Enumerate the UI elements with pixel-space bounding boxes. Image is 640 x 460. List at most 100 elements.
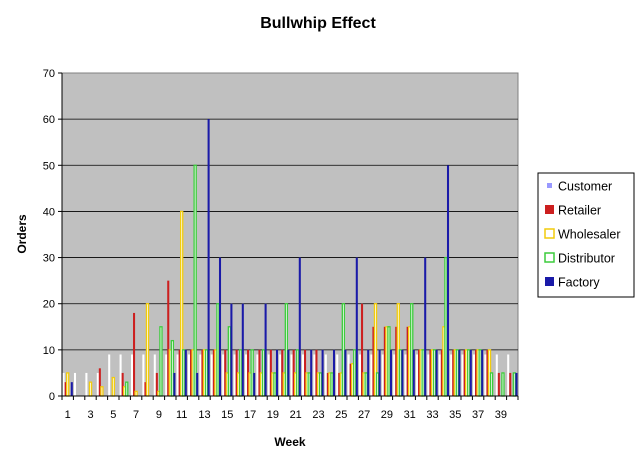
bar-customer-week-34 [438, 354, 441, 396]
bar-distributor-week-25 [341, 303, 346, 397]
bar-retailer-week-34 [440, 349, 443, 396]
bar-customer-week-40 [507, 354, 510, 396]
x-tick-label: 17 [244, 409, 256, 421]
bar-retailer-week-32 [418, 349, 421, 396]
bar-customer-week-29 [381, 354, 384, 396]
bar-distributor-week-31 [410, 303, 414, 397]
bar-factory-week-11 [184, 349, 187, 396]
bar-factory-week-16 [241, 303, 244, 396]
bar-distributor-week-19 [273, 372, 277, 397]
bar-retailer-week-35 [452, 349, 455, 396]
bar-wholesaler-week-3 [88, 381, 93, 397]
bar-retailer-week-10 [167, 280, 170, 396]
legend-swatch-factory [545, 277, 554, 286]
bar-distributor-week-34 [444, 256, 448, 397]
y-tick-label: 50 [43, 160, 55, 172]
bar-customer-week-11 [176, 354, 179, 396]
bar-retailer-week-11 [178, 349, 181, 396]
legend-swatch-wholesaler [544, 228, 555, 239]
x-tick-label: 21 [290, 409, 302, 421]
bar-retailer-week-17 [247, 349, 250, 396]
chart-title: Bullwhip Effect [260, 15, 376, 32]
bar-customer-week-19 [267, 354, 270, 396]
bar-wholesaler-week-1 [66, 372, 70, 397]
bar-customer-week-22 [301, 354, 305, 396]
x-tick-labels: 1 3 5 7 9 11 13 15 17 19 21 23 25 27 29 31 33 35 37 39 [61, 396, 519, 421]
bar-factory-week-35 [458, 349, 461, 396]
y-tick-label: 70 [43, 68, 55, 80]
bar-distributor-week-32 [421, 349, 425, 397]
bar-retailer-week-18 [258, 349, 261, 396]
bar-wholesaler-week-5 [111, 376, 115, 397]
bar-distributor-week-40 [512, 372, 517, 397]
x-tick-label: 35 [449, 409, 461, 421]
bar-customer-week-17 [244, 354, 248, 396]
bar-customer-week-30 [393, 354, 396, 396]
bar-customer-week-26 [347, 354, 350, 396]
bar-wholesaler-week-8 [145, 303, 150, 397]
bar-factory-week-15 [230, 303, 233, 396]
x-tick-label: 13 [198, 409, 210, 421]
x-tick-label: 11 [176, 409, 187, 421]
bar-factory-week-32 [424, 257, 427, 396]
bar-customer-week-23 [313, 354, 316, 396]
x-tick-label: 7 [133, 409, 139, 421]
bar-factory-week-34 [446, 165, 450, 396]
legend-swatch-retailer [545, 205, 554, 214]
bar-retailer-week-6 [121, 372, 124, 396]
plot-area [61, 72, 519, 397]
bar-factory-week-14 [218, 257, 222, 396]
bar-retailer-week-8 [144, 382, 147, 396]
bar-retailer-week-20 [281, 349, 284, 396]
x-tick-label: 3 [87, 409, 93, 421]
bar-customer-week-5 [108, 354, 111, 396]
bar-distributor-week-24 [330, 372, 334, 397]
bar-factory-week-12 [196, 372, 199, 396]
bar-retailer-week-15 [224, 349, 227, 396]
bar-distributor-week-22 [307, 372, 311, 397]
bar-retailer-week-1 [64, 382, 67, 396]
bar-distributor-week-39 [501, 372, 505, 397]
bar-retailer-week-4 [98, 368, 101, 396]
bar-group [62, 119, 518, 397]
bar-distributor-week-36 [467, 349, 471, 397]
bar-retailer-week-38 [486, 349, 489, 396]
bar-retailer-week-13 [201, 349, 204, 396]
bar-customer-week-24 [324, 354, 327, 396]
legend-swatch-distributor [544, 252, 555, 263]
bar-customer-week-32 [415, 354, 419, 396]
legend: Customer Retailer Wholesaler Distributor Fac… [537, 172, 635, 298]
bar-factory-week-23 [321, 349, 324, 396]
bar-customer-week-31 [404, 354, 407, 396]
bar-retailer-week-26 [349, 363, 352, 396]
bar-factory-week-20 [287, 349, 290, 396]
legend-swatch-customer [547, 183, 552, 188]
bar-retailer-week-29 [383, 326, 386, 396]
bar-customer-week-7 [130, 354, 134, 396]
bar-factory-week-40 [515, 372, 518, 396]
x-axis-title: Week [274, 435, 305, 449]
bar-distributor-week-6 [125, 381, 129, 397]
bar-customer-week-28 [370, 354, 373, 396]
bar-customer-week-14 [210, 354, 213, 396]
bar-wholesaler-week-7 [134, 390, 138, 397]
bar-factory-week-17 [253, 372, 256, 396]
x-tick-label: 29 [381, 409, 393, 421]
legend-label-wholesaler: Wholesaler [558, 228, 621, 242]
bar-factory-week-10 [173, 372, 176, 396]
bar-customer-week-1 [62, 372, 65, 396]
bar-distributor-week-18 [261, 349, 266, 397]
bar-factory-week-33 [435, 349, 438, 396]
bar-factory-week-19 [275, 349, 279, 396]
bar-distributor-week-37 [478, 349, 482, 397]
x-tick-label: 39 [495, 409, 507, 421]
legend-label-factory: Factory [558, 276, 600, 290]
bar-distributor-week-28 [375, 372, 380, 397]
bar-customer-week-33 [427, 354, 430, 396]
bar-distributor-week-15 [227, 326, 232, 397]
bar-retailer-week-16 [235, 349, 238, 396]
bar-retailer-week-27 [361, 303, 364, 396]
bar-distributor-week-13 [204, 349, 209, 397]
bar-factory-week-24 [332, 349, 336, 396]
bar-distributor-week-30 [398, 349, 403, 397]
